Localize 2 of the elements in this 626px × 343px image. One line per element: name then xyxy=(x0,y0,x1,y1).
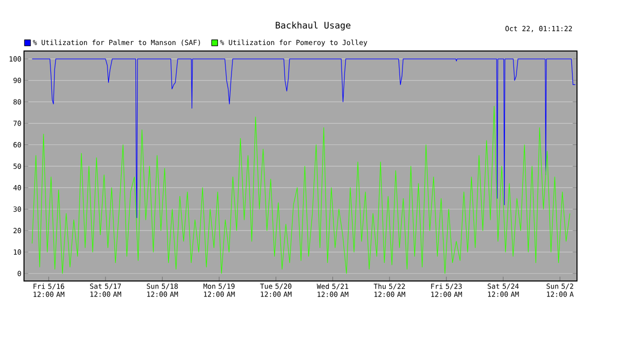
line-series xyxy=(32,106,570,274)
chart-title: Backhaul Usage xyxy=(276,22,350,30)
